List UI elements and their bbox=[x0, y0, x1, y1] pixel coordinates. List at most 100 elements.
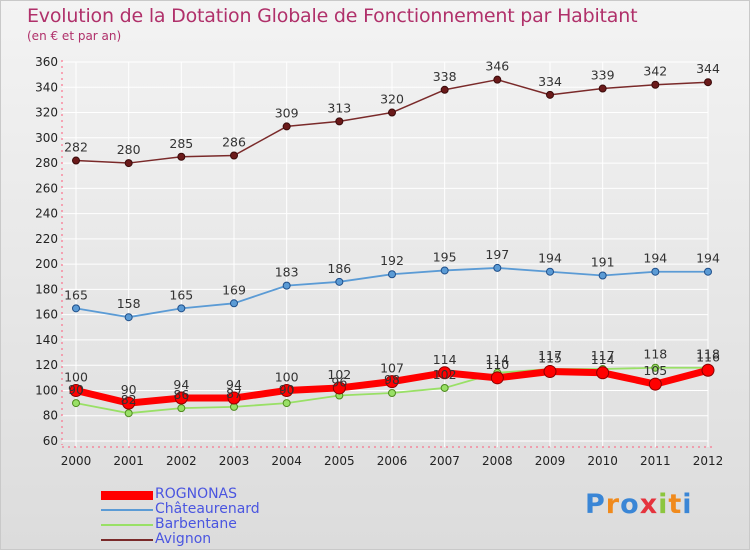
data-point bbox=[72, 156, 80, 165]
data-point bbox=[122, 396, 136, 410]
data-point bbox=[440, 266, 449, 275]
y-tick-label: 80 bbox=[43, 409, 58, 423]
data-point bbox=[174, 391, 188, 405]
data-label: 192 bbox=[380, 253, 404, 268]
data-label: 116 bbox=[696, 349, 720, 364]
chart-title: Evolution de la Dotation Globale de Fonc… bbox=[27, 5, 638, 27]
data-point bbox=[69, 383, 83, 397]
data-label: 100 bbox=[275, 369, 299, 384]
data-point bbox=[280, 383, 294, 397]
data-label: 102 bbox=[433, 367, 457, 382]
data-label: 280 bbox=[117, 142, 141, 157]
data-label: 94 bbox=[226, 377, 242, 392]
legend-swatch bbox=[101, 524, 153, 526]
data-label: 194 bbox=[538, 251, 562, 266]
legend-label: Avignon bbox=[155, 531, 212, 547]
data-point bbox=[701, 363, 715, 377]
x-tick-label: 2012 bbox=[693, 454, 724, 468]
data-label: 102 bbox=[327, 367, 351, 382]
data-point bbox=[72, 399, 80, 408]
y-tick-label: 240 bbox=[35, 207, 58, 221]
data-point bbox=[124, 409, 133, 418]
data-point bbox=[543, 365, 557, 379]
data-point bbox=[704, 267, 712, 276]
data-label: 320 bbox=[380, 92, 404, 107]
data-point bbox=[335, 277, 344, 286]
data-point bbox=[546, 267, 554, 276]
data-label: 338 bbox=[433, 69, 457, 84]
data-label: 191 bbox=[591, 255, 615, 270]
data-point bbox=[282, 281, 291, 290]
data-label: 87 bbox=[226, 386, 242, 401]
x-tick-label: 2002 bbox=[166, 454, 197, 468]
data-label: 334 bbox=[538, 74, 562, 89]
data-label: 342 bbox=[643, 64, 667, 79]
data-label: 98 bbox=[384, 372, 400, 387]
proxiti-logo: Proxiti bbox=[585, 489, 693, 520]
y-tick-label: 220 bbox=[35, 232, 58, 246]
x-tick-label: 2005 bbox=[324, 454, 355, 468]
data-label: 195 bbox=[433, 249, 457, 264]
legend-swatch bbox=[101, 539, 153, 541]
data-label: 346 bbox=[485, 59, 509, 74]
y-tick-label: 180 bbox=[35, 282, 58, 296]
data-point bbox=[598, 84, 607, 93]
y-tick-label: 300 bbox=[35, 131, 58, 145]
data-point bbox=[230, 151, 238, 160]
data-point bbox=[335, 117, 344, 126]
data-label: 309 bbox=[275, 105, 299, 120]
data-label: 286 bbox=[222, 134, 246, 149]
data-point bbox=[493, 75, 502, 84]
data-point bbox=[440, 383, 449, 392]
data-point bbox=[282, 122, 291, 131]
data-point bbox=[651, 80, 660, 89]
data-labels: 282 280 285 286 309 313 320 338 346 334 339 342 344 1… bbox=[64, 59, 720, 408]
x-tick-label: 2009 bbox=[535, 454, 566, 468]
data-label: 90 bbox=[68, 382, 84, 397]
data-label: 285 bbox=[169, 136, 193, 151]
data-point bbox=[385, 375, 399, 389]
data-point bbox=[72, 304, 80, 313]
data-label: 158 bbox=[117, 296, 141, 311]
data-label: 117 bbox=[591, 348, 615, 363]
data-label: 110 bbox=[485, 357, 509, 372]
data-point bbox=[493, 263, 502, 272]
y-tick-label: 100 bbox=[35, 383, 58, 397]
data-point bbox=[546, 90, 554, 99]
data-point bbox=[438, 366, 452, 380]
data-label: 94 bbox=[173, 377, 189, 392]
data-label: 107 bbox=[380, 361, 404, 376]
y-tick-label: 360 bbox=[35, 55, 58, 69]
data-label: 186 bbox=[327, 261, 351, 276]
legend-label: ROGNONAS bbox=[155, 486, 238, 502]
data-label: 169 bbox=[222, 282, 246, 297]
data-point bbox=[651, 363, 660, 372]
legend-label: Barbentane bbox=[155, 516, 237, 532]
y-tick-label: 320 bbox=[35, 106, 58, 120]
data-point bbox=[596, 366, 610, 380]
y-tick-label: 280 bbox=[35, 156, 58, 170]
x-tick-label: 2008 bbox=[482, 454, 513, 468]
y-tick-label: 200 bbox=[35, 257, 58, 271]
y-tick-label: 340 bbox=[35, 80, 58, 94]
x-tick-label: 2010 bbox=[587, 454, 618, 468]
data-label: 117 bbox=[538, 348, 562, 363]
data-label: 114 bbox=[485, 352, 509, 367]
series-lines bbox=[69, 75, 715, 418]
data-label: 90 bbox=[279, 382, 295, 397]
data-point bbox=[388, 108, 396, 117]
legend-label: Châteaurenard bbox=[155, 501, 260, 517]
data-label: 114 bbox=[433, 352, 457, 367]
data-point bbox=[124, 313, 133, 322]
legend-swatch bbox=[101, 509, 153, 511]
data-label: 82 bbox=[121, 392, 137, 407]
axes: 60 80 100 120 140 160 180 200 220 240 260 280 300 320… bbox=[35, 55, 723, 468]
data-point bbox=[177, 304, 186, 313]
y-tick-label: 260 bbox=[35, 181, 58, 195]
y-tick-label: 120 bbox=[35, 358, 58, 372]
data-label: 313 bbox=[327, 100, 351, 115]
data-label: 197 bbox=[485, 247, 509, 262]
data-point bbox=[177, 404, 186, 413]
data-label: 282 bbox=[64, 140, 88, 155]
